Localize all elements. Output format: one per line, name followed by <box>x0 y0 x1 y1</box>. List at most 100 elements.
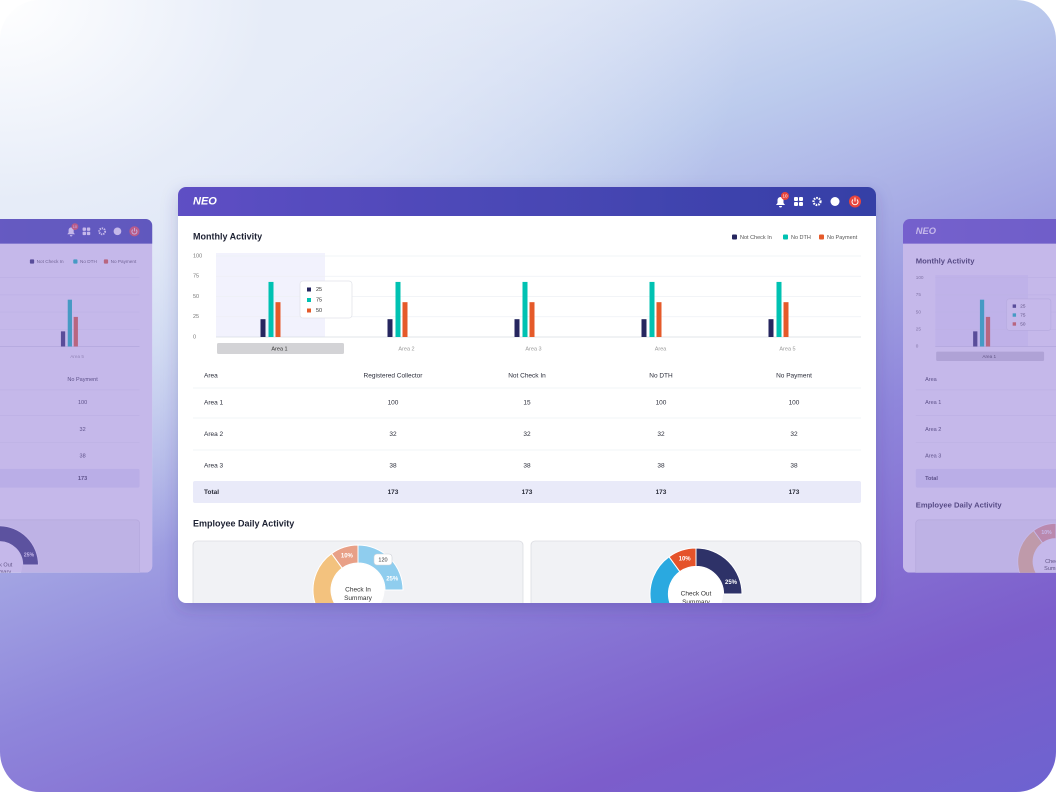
donut-segment <box>649 556 689 603</box>
apps-icon[interactable] <box>794 197 803 206</box>
apps-dot <box>794 202 798 206</box>
bar <box>783 302 789 337</box>
bar <box>395 281 401 337</box>
settings-icon[interactable] <box>812 196 822 207</box>
legend-label: Not Check In <box>740 235 772 241</box>
table-cell: Total <box>204 489 219 496</box>
table-cell: Registered Collector <box>364 373 424 380</box>
table-cell: 173 <box>522 489 533 496</box>
legend-label: No Payment <box>827 235 858 241</box>
x-tick-label: Area <box>655 346 668 352</box>
dashboard-card: NEO 10 Monthly Activity Not Check In No DTH N… <box>178 187 876 624</box>
card-content: NEO 10 Monthly Activity Not Check In No DTH N… <box>178 187 876 624</box>
table-cell: Area 2 <box>204 431 224 438</box>
top-bar <box>178 187 876 216</box>
table-cell: 32 <box>523 431 531 438</box>
bar <box>275 302 281 337</box>
table-cell: 38 <box>523 463 531 470</box>
notification-badge <box>781 192 789 200</box>
donut-segment <box>695 547 743 595</box>
donut-center-label: Check Out <box>681 591 712 598</box>
donut-segment <box>312 552 351 603</box>
tooltip-value: 75 <box>316 298 322 304</box>
table-cell: 38 <box>657 463 665 470</box>
bar <box>260 319 266 337</box>
table-cell: 100 <box>789 400 800 407</box>
tooltip-swatch <box>307 308 311 313</box>
donut-value-label: 25% <box>725 580 738 586</box>
bar <box>776 281 782 337</box>
apps-dot <box>799 202 803 206</box>
donut-value-label: 35% <box>327 614 340 620</box>
fade-overlay <box>903 219 1056 573</box>
table-cell: 173 <box>789 489 800 496</box>
card-surface <box>178 187 876 603</box>
x-tick-label: Area 1 <box>271 346 287 352</box>
table-cell: 173 <box>656 489 667 496</box>
legend-label: No DTH <box>791 235 811 241</box>
y-tick-label: 0 <box>193 334 196 340</box>
table-cell: Area <box>204 373 218 380</box>
notification-icon[interactable] <box>776 197 785 208</box>
tooltip <box>299 280 353 319</box>
donut-center-label: Check In <box>345 587 371 594</box>
y-tick-label: 50 <box>193 294 199 300</box>
donut-value-label: 25% <box>386 576 399 582</box>
x-tick-label: Area 5 <box>779 346 795 352</box>
donut-value-label: 10% <box>341 553 354 559</box>
table-cell: 15 <box>523 400 531 407</box>
apps-dot <box>799 197 803 201</box>
tooltip-swatch <box>307 287 311 292</box>
bar <box>768 319 774 337</box>
fade-overlay <box>0 219 153 573</box>
bar <box>522 281 528 337</box>
section-title: Employee Daily Activity <box>193 518 294 528</box>
donut-hole <box>668 566 724 603</box>
y-tick-label: 25 <box>193 314 199 320</box>
table-cell: 38 <box>389 463 397 470</box>
table-cell: Not Check In <box>508 373 546 380</box>
donut-center-label: Summary <box>682 599 711 606</box>
table-cell: Area 1 <box>204 400 224 407</box>
legend-swatch <box>783 234 788 240</box>
notification-count: 10 <box>782 193 788 198</box>
y-tick-label: 75 <box>193 274 199 280</box>
table-cell: 100 <box>656 400 667 407</box>
donut-hole <box>331 563 385 603</box>
table-cell: 173 <box>388 489 399 496</box>
help-icon[interactable] <box>830 197 840 206</box>
tooltip-value: 25 <box>316 287 322 293</box>
tooltip-swatch <box>307 298 311 302</box>
table-cell: 32 <box>389 431 397 438</box>
logout-glyph <box>851 197 859 206</box>
x-tick-label: Area 3 <box>525 346 541 352</box>
table-cell: No Payment <box>776 373 812 380</box>
donut-tooltip-value: 120 <box>378 557 387 563</box>
bar <box>641 319 647 337</box>
donut-value-label: 10% <box>679 557 692 563</box>
table-cell: No DTH <box>649 373 673 380</box>
apps-dot <box>794 197 798 201</box>
donut-value-label: 35% <box>1030 581 1041 587</box>
legend-swatch <box>819 234 824 240</box>
bar <box>529 302 535 337</box>
logo: NEO <box>193 195 217 207</box>
bar <box>402 302 408 337</box>
legend-swatch <box>732 234 737 240</box>
table-cell: 38 <box>790 463 798 470</box>
donut-value-label: 35% <box>665 618 678 624</box>
total-row <box>193 481 861 503</box>
bar <box>268 281 274 337</box>
x-label-pill <box>217 343 344 354</box>
table-cell: 32 <box>657 431 665 438</box>
table-cell: 32 <box>790 431 798 438</box>
x-tick-label: Area 2 <box>398 346 414 352</box>
chart-title: Monthly Activity <box>193 231 262 241</box>
y-tick-label: 100 <box>193 253 202 259</box>
